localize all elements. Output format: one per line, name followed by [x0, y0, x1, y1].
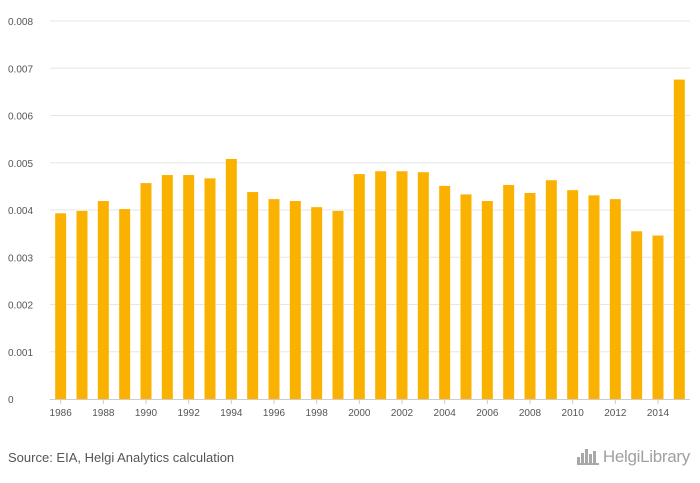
- bar: [161, 175, 173, 399]
- bar: [375, 171, 387, 399]
- y-tick-label: 0.002: [8, 301, 33, 312]
- y-tick-label: 0: [8, 395, 14, 406]
- bar: [76, 210, 88, 399]
- bar: [567, 190, 579, 399]
- bar: [311, 207, 323, 399]
- x-tick-label: 2012: [604, 408, 627, 419]
- bar: [225, 158, 237, 399]
- bar: [97, 201, 109, 399]
- bar: [417, 172, 429, 399]
- y-tick-label: 0.004: [8, 206, 33, 217]
- x-tick-label: 2006: [476, 408, 499, 419]
- bar: [353, 174, 365, 399]
- x-tick-label: 1998: [306, 408, 329, 419]
- x-tick-label: 1992: [178, 408, 201, 419]
- bar: [673, 79, 685, 399]
- bar: [481, 201, 493, 399]
- x-tick-label: 2002: [391, 408, 414, 419]
- y-tick-label: 0.003: [8, 253, 33, 264]
- source-note: Source: EIA, Helgi Analytics calculation: [8, 450, 235, 465]
- bar: [183, 175, 195, 399]
- bar: [332, 210, 344, 399]
- bar: [503, 184, 515, 399]
- x-tick-label: 1994: [220, 408, 243, 419]
- y-tick-label: 0.006: [8, 112, 33, 123]
- x-tick-label: 2014: [647, 408, 670, 419]
- bar: [460, 194, 472, 399]
- city-skyline-icon: [576, 449, 599, 465]
- y-tick-label: 0.007: [8, 64, 33, 75]
- x-tick-label: 1988: [92, 408, 115, 419]
- bar: [609, 199, 621, 399]
- logo-text: HelgiLibrary: [602, 447, 690, 466]
- bar: [247, 192, 259, 399]
- x-tick-label: 1990: [135, 408, 158, 419]
- x-tick-label: 2010: [562, 408, 585, 419]
- bar: [140, 183, 152, 399]
- y-tick-label: 0.008: [8, 17, 33, 28]
- bar-chart: 0 0.001 0.002 0.003 0.004 0.005 0.006 0.007 0.00…: [8, 17, 690, 419]
- y-tick-label: 0.005: [8, 159, 33, 170]
- bar: [545, 180, 557, 399]
- bar: [631, 231, 643, 399]
- bar: [204, 178, 216, 399]
- helgi-library-logo[interactable]: HelgiLibrary: [576, 447, 690, 467]
- bar: [524, 192, 536, 399]
- x-tick-label: 1996: [263, 408, 286, 419]
- bar: [268, 199, 280, 399]
- x-tick-label: 2004: [434, 408, 457, 419]
- bar: [588, 195, 600, 399]
- bar: [55, 213, 67, 399]
- x-tick-label: 1986: [50, 408, 73, 419]
- bar: [119, 209, 131, 399]
- bar: [652, 235, 664, 399]
- bar: [439, 185, 451, 399]
- y-tick-label: 0.001: [8, 348, 33, 359]
- x-tick-label: 2000: [348, 408, 371, 419]
- bar: [396, 171, 408, 399]
- x-tick-label: 2008: [519, 408, 542, 419]
- bar: [289, 201, 301, 399]
